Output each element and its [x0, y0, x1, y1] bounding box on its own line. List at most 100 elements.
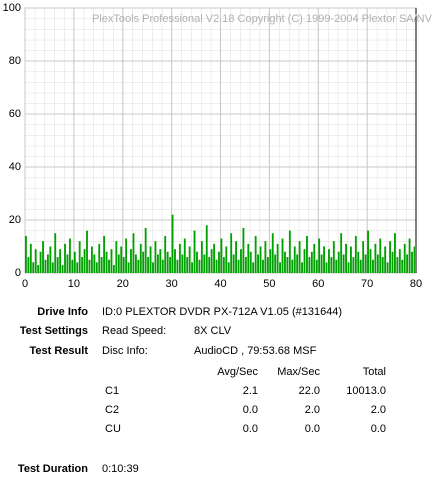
bar: [203, 254, 206, 273]
bar: [134, 254, 137, 273]
bar: [181, 254, 184, 273]
cell: 2.0: [305, 404, 320, 416]
bar: [25, 235, 27, 273]
bar: [279, 262, 281, 273]
bar: [213, 243, 216, 273]
bar: [323, 246, 325, 273]
bar: [301, 262, 303, 273]
bar: [178, 243, 181, 273]
row-label: C2: [105, 404, 119, 416]
bar: [227, 262, 230, 273]
bar: [237, 259, 240, 273]
bar: [68, 238, 71, 273]
bar: [171, 214, 174, 273]
x-tick-label: 30: [166, 278, 178, 290]
y-tick-label: 40: [9, 161, 21, 173]
bar: [389, 241, 391, 273]
bar: [367, 230, 369, 273]
bar: [269, 249, 272, 273]
bar: [86, 230, 88, 273]
x-tick-label: 80: [410, 278, 422, 290]
bar: [315, 259, 318, 273]
bar: [188, 246, 191, 273]
bar: [320, 254, 323, 273]
bar: [413, 246, 415, 273]
bar: [394, 233, 396, 273]
bar: [154, 241, 157, 273]
value: 0:10:39: [102, 463, 139, 475]
bar: [49, 246, 52, 273]
x-tick-label: 10: [68, 278, 80, 290]
bar: [240, 249, 242, 273]
bar: [210, 249, 213, 273]
bar: [32, 262, 35, 273]
bar: [137, 259, 140, 273]
bar: [149, 246, 152, 273]
bar: [303, 249, 306, 273]
bar: [225, 246, 228, 273]
bar: [398, 249, 401, 273]
bar: [286, 257, 289, 273]
cell: 22.0: [299, 385, 320, 397]
bar: [125, 238, 128, 273]
bar: [335, 259, 338, 273]
bar: [232, 254, 235, 273]
label: Test Result: [30, 345, 89, 357]
bar: [262, 259, 264, 273]
bar: [78, 241, 81, 273]
row-label: CU: [105, 423, 121, 435]
bar: [328, 249, 330, 273]
bar: [330, 257, 333, 273]
bar: [39, 251, 42, 273]
bar: [359, 259, 362, 273]
bar: [215, 259, 218, 273]
cell: 0.0: [243, 423, 258, 435]
bar: [281, 238, 284, 273]
bar: [81, 257, 84, 273]
bar: [110, 249, 113, 273]
bar: [198, 259, 201, 273]
bar: [354, 235, 357, 273]
column-header: Max/Sec: [277, 366, 320, 378]
bar: [318, 238, 321, 273]
bar: [266, 257, 269, 273]
bar: [401, 259, 404, 273]
label: Test Duration: [18, 463, 88, 475]
bar: [391, 251, 394, 273]
bar: [208, 257, 211, 273]
bar: [313, 243, 316, 273]
bar: [310, 251, 313, 273]
key: Disc Info:: [102, 345, 148, 357]
bar: [230, 233, 233, 273]
bar: [298, 241, 301, 273]
bar: [242, 227, 245, 273]
bar: [98, 243, 101, 273]
value: 8X CLV: [194, 325, 232, 337]
bar: [274, 254, 277, 273]
bar: [130, 249, 132, 273]
bar: [127, 262, 130, 273]
bar: [384, 246, 387, 273]
bar: [61, 265, 64, 273]
y-tick-label: 20: [9, 214, 21, 226]
bar: [108, 259, 110, 273]
bar: [222, 257, 225, 273]
bar: [276, 243, 279, 273]
bar: [379, 238, 382, 273]
label: Test Settings: [20, 325, 88, 337]
bar: [337, 251, 340, 273]
bar: [90, 246, 93, 273]
bar: [156, 254, 159, 273]
key: Read Speed:: [102, 325, 166, 337]
bar: [396, 257, 399, 273]
bar: [59, 249, 62, 273]
cell: 0.0: [371, 423, 386, 435]
bar: [332, 241, 335, 273]
bar: [372, 259, 374, 273]
bar: [144, 227, 147, 273]
bar: [183, 238, 186, 273]
bar: [54, 233, 57, 273]
bar: [249, 251, 252, 273]
bar: [44, 259, 47, 273]
